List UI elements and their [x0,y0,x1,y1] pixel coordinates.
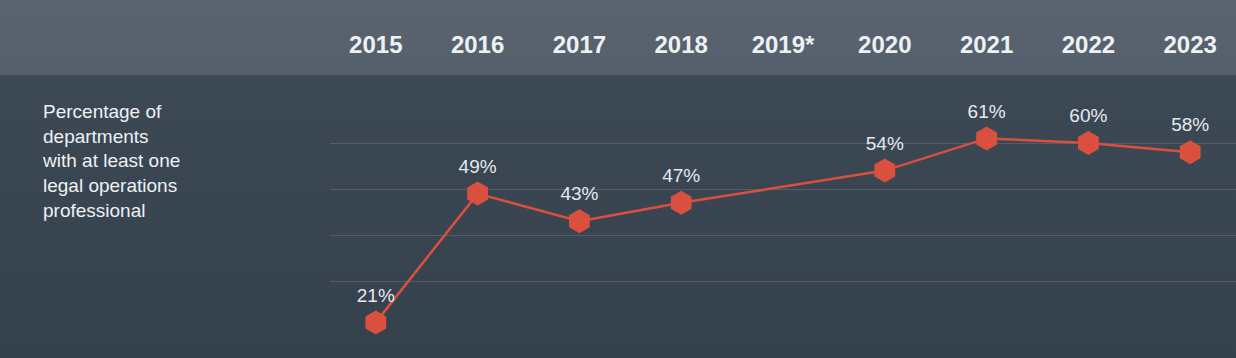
svg-text:61%: 61% [968,101,1006,122]
svg-text:60%: 60% [1069,105,1107,126]
svg-text:2018: 2018 [655,31,708,58]
svg-text:47%: 47% [662,165,700,186]
svg-text:2022: 2022 [1062,31,1115,58]
svg-text:2017: 2017 [553,31,606,58]
svg-text:2015: 2015 [349,31,402,58]
svg-text:2016: 2016 [451,31,504,58]
svg-text:43%: 43% [560,183,598,204]
svg-text:58%: 58% [1171,114,1209,135]
svg-text:2019*: 2019* [752,31,815,58]
svg-text:54%: 54% [866,133,904,154]
svg-text:2023: 2023 [1163,31,1216,58]
svg-text:21%: 21% [357,285,395,306]
svg-text:49%: 49% [459,156,497,177]
svg-text:Percentage ofdepartmentswith a: Percentage ofdepartmentswith at least on… [42,101,180,221]
svg-text:2020: 2020 [858,31,911,58]
svg-text:2021: 2021 [960,31,1013,58]
